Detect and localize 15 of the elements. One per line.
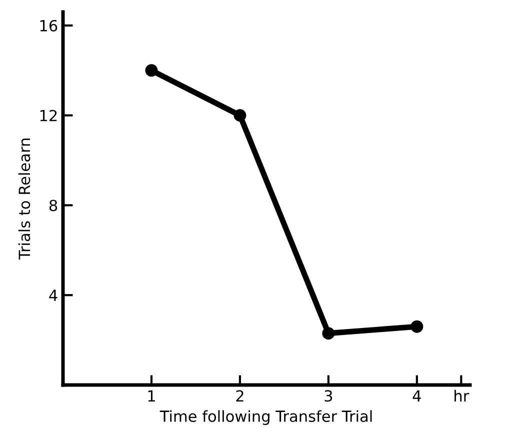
x-axis-title: Time following Transfer Trial bbox=[160, 410, 372, 425]
point bbox=[322, 327, 335, 340]
x-tick-label: hr bbox=[454, 390, 470, 402]
x-tick-label: 2 bbox=[236, 390, 244, 402]
point bbox=[234, 109, 246, 122]
y-tick-label: 16 bbox=[40, 20, 58, 32]
x-tick-label: 4 bbox=[412, 390, 421, 402]
y-tick-label: 4 bbox=[49, 290, 58, 301]
point bbox=[410, 320, 424, 333]
y-tick-label: 8 bbox=[49, 200, 58, 212]
y-axis-title: Trials to Relearn bbox=[18, 138, 30, 260]
y-tick-label: 12 bbox=[40, 110, 57, 122]
point bbox=[145, 64, 158, 77]
x-tick-label: 1 bbox=[148, 390, 155, 402]
x-tick-label: 3 bbox=[324, 390, 332, 402]
